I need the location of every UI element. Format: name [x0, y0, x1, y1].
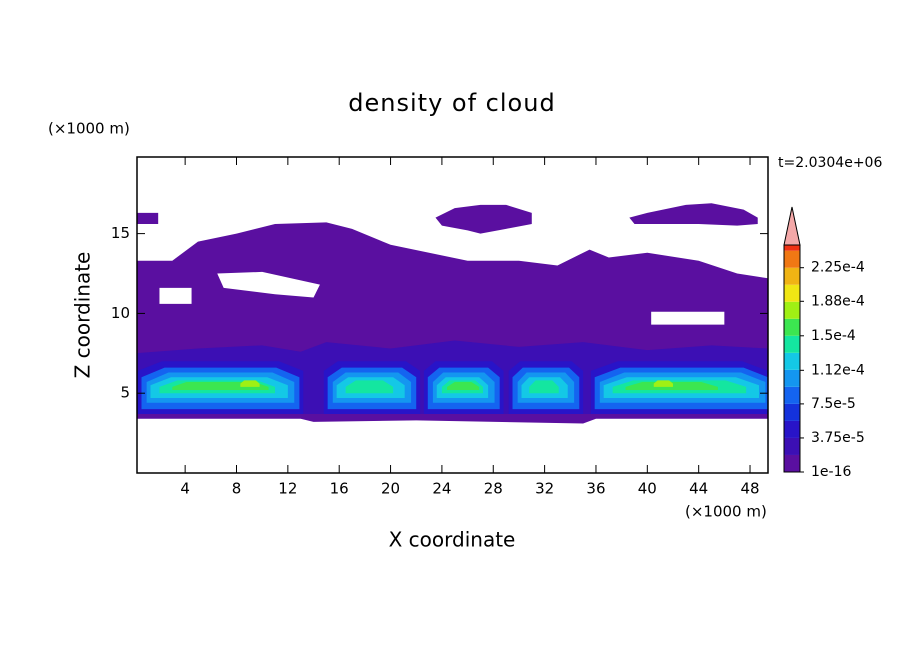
- colorbar-band: [784, 352, 800, 370]
- colorbar-band: [784, 335, 800, 353]
- contour-region: [345, 380, 394, 394]
- x-tick-label: 44: [689, 480, 708, 498]
- x-tick-label: 40: [638, 480, 657, 498]
- colorbar-over-arrow: [783, 206, 801, 246]
- time-annotation: t=2.0304e+06: [778, 155, 882, 171]
- colorbar-band: [784, 318, 800, 336]
- x-tick-label: 48: [740, 480, 759, 498]
- x-tick-label: 32: [535, 480, 554, 498]
- y-tick-label: 5: [120, 384, 130, 402]
- x-tick-label: 16: [330, 480, 349, 498]
- x-unit: (×1000 m): [685, 503, 767, 521]
- x-tick-label: 4: [180, 480, 190, 498]
- x-tick-label: 24: [432, 480, 451, 498]
- colorbar-band: [784, 386, 800, 404]
- contour-region: [447, 382, 480, 391]
- colorbar-band: [784, 437, 800, 455]
- colorbar-tick-label: 1e-16: [811, 464, 851, 480]
- contour-region: [529, 380, 559, 394]
- colorbar-band: [784, 420, 800, 438]
- y-tick-label: 10: [111, 304, 130, 322]
- colorbar-tick-label: 1.5e-4: [811, 328, 856, 344]
- colorbar-band: [784, 301, 800, 319]
- x-tick-label: 12: [278, 480, 297, 498]
- y-axis-label: Z coordinate: [71, 252, 95, 379]
- colorbar-band: [784, 267, 800, 285]
- colorbar-band: [784, 403, 800, 421]
- x-tick-label: 8: [232, 480, 242, 498]
- contour-region: [137, 212, 159, 225]
- colorbar-tick-label: 7.5e-5: [811, 396, 856, 412]
- contour-region: [653, 380, 673, 387]
- x-tick-label: 28: [484, 480, 503, 498]
- y-tick-label: 15: [111, 224, 130, 242]
- colorbar-frame: [783, 244, 801, 473]
- colorbar-tick-label: 2.25e-4: [811, 260, 865, 276]
- colorbar-band: [784, 284, 800, 302]
- plot-frame: [136, 156, 769, 474]
- contour-region: [240, 380, 260, 387]
- x-tick-label: 36: [586, 480, 605, 498]
- colorbar-tick-label: 3.75e-5: [811, 430, 865, 446]
- colorbar-band: [784, 454, 800, 472]
- contour-field: [137, 203, 768, 424]
- chart-title: density of cloud: [348, 89, 555, 117]
- contour-region: [435, 204, 532, 234]
- x-axis-label: X coordinate: [389, 528, 516, 552]
- contour-region: [651, 311, 725, 325]
- colorbar-band: [784, 369, 800, 387]
- y-unit: (×1000 m): [48, 120, 130, 138]
- x-tick-label: 20: [381, 480, 400, 498]
- colorbar-tick-label: 1.88e-4: [811, 293, 865, 309]
- colorbar-tick-label: 1.12e-4: [811, 362, 865, 378]
- contour-region: [217, 271, 320, 298]
- colorbar-band: [784, 245, 800, 251]
- contour-region: [159, 287, 192, 304]
- contour-region: [629, 203, 758, 226]
- colorbar-band: [784, 250, 800, 268]
